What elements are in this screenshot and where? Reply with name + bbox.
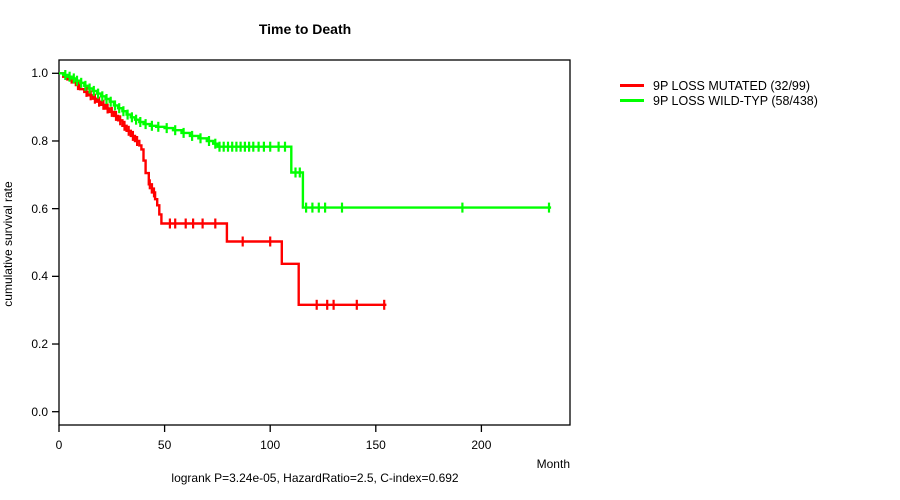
legend-label-wildtype: 9P LOSS WILD-TYP (58/438) [653, 93, 818, 108]
y-axis-label: cumulative survival rate [1, 181, 15, 307]
legend-line-green-icon [620, 99, 644, 102]
x-tick-label: 100 [260, 438, 281, 452]
legend-label-mutated: 9P LOSS MUTATED (32/99) [653, 78, 810, 93]
legend-item-mutated: 9P LOSS MUTATED (32/99) [620, 78, 818, 93]
x-tick-label: 150 [365, 438, 386, 452]
y-tick-label: 0.8 [31, 133, 48, 148]
legend: 9P LOSS MUTATED (32/99) 9P LOSS WILD-TYP… [620, 78, 818, 108]
chart-title: Time to Death [258, 21, 352, 37]
x-tick-label: 0 [55, 438, 63, 452]
x-tick-label: 50 [157, 438, 172, 452]
y-tick-label: 1.0 [31, 66, 48, 81]
y-tick-label: 0.2 [31, 337, 48, 352]
series-1 [59, 70, 552, 213]
series-0 [59, 72, 387, 310]
x-tick-label: 200 [471, 438, 492, 452]
survival-curves [59, 70, 552, 310]
y-tick-label: 0.0 [31, 404, 48, 419]
axes [52, 59, 571, 432]
x-axis-label: Month [536, 457, 570, 471]
legend-line-red-icon [620, 84, 644, 87]
y-tick-label: 0.6 [31, 201, 48, 216]
stats-annotation: logrank P=3.24e-05, HazardRatio=2.5, C-i… [171, 471, 459, 485]
y-tick-label: 0.4 [31, 269, 48, 284]
legend-item-wildtype: 9P LOSS WILD-TYP (58/438) [620, 93, 818, 108]
